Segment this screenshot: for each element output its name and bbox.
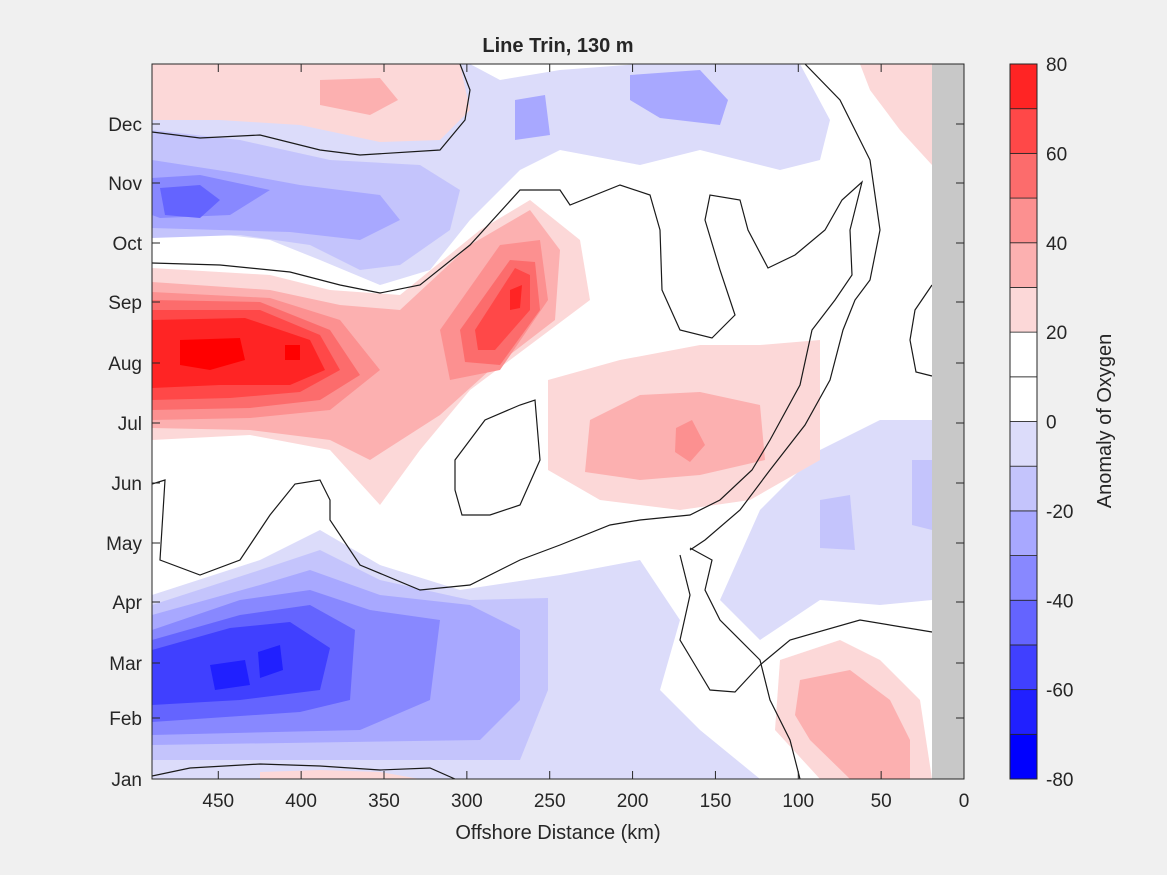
colorbar-segment — [1009, 465, 1038, 512]
contour-fill-pos-60 — [152, 285, 522, 388]
colorbar-tick-label: 0 — [1046, 413, 1057, 434]
y-tick-label: Apr — [112, 593, 142, 614]
contour-fill-pos-se2 — [795, 670, 910, 779]
x-tick-label: 150 — [700, 791, 732, 812]
x-tick-label: 50 — [871, 791, 892, 812]
zero-contour-lines — [152, 64, 933, 779]
y-tick-label: Jan — [111, 770, 142, 791]
x-tick-label: 0 — [959, 791, 970, 812]
colorbar-segment — [1009, 152, 1038, 199]
colorbar-segment — [1009, 421, 1038, 467]
contour-fill-pos-ne — [860, 64, 932, 165]
x-axis-label: Offshore Distance (km) — [455, 822, 660, 844]
x-axis: 450 400 350 300 250 200 150 100 50 0 — [202, 64, 969, 812]
colorbar-tick-label: 60 — [1046, 144, 1067, 165]
x-tick-label: 300 — [451, 791, 483, 812]
colorbar-segment — [1009, 376, 1038, 422]
y-tick-label: Sep — [108, 293, 142, 314]
y-tick-label: Mar — [109, 654, 142, 675]
x-tick-label: 200 — [617, 791, 649, 812]
anomaly-field — [152, 64, 933, 779]
y-tick-label: Dec — [108, 115, 142, 136]
x-tick-label: 250 — [534, 791, 566, 812]
x-tick-label: 400 — [285, 791, 317, 812]
colorbar-tick-label: -40 — [1046, 591, 1073, 612]
contour-fill-neg-spring-g — [210, 645, 283, 690]
contour-fill-neg-top2 — [515, 95, 550, 140]
y-tick-label: Feb — [109, 709, 142, 730]
colorbar-segment — [1009, 733, 1038, 780]
y-tick-label: Nov — [108, 174, 142, 195]
colorbar-tick-label: 40 — [1046, 234, 1067, 255]
colorbar-tick-label: -80 — [1046, 770, 1073, 791]
x-tick-label: 100 — [782, 791, 814, 812]
colorbar: 80 60 40 20 0 -20 -40 -60 -80 — [1009, 55, 1073, 791]
colorbar-label: Anomaly of Oxygen — [1094, 334, 1116, 509]
y-tick-label: Oct — [112, 234, 142, 255]
colorbar-segment — [1009, 644, 1038, 691]
contour-fill-pos-70 — [180, 338, 300, 370]
plot-frame — [151, 63, 965, 780]
no-data-region — [932, 64, 964, 779]
contour-fill-pos-jul3 — [675, 420, 705, 462]
y-tick-label: Jul — [118, 414, 142, 435]
contour-fill-pos-dec — [152, 64, 470, 142]
chart-title: Line Trin, 130 m — [482, 35, 633, 57]
colorbar-segment — [1009, 689, 1038, 735]
colorbar-segment — [1009, 242, 1038, 288]
contour-fill-pos-jul2 — [585, 392, 765, 480]
y-axis: Jan Feb Mar Apr May Jun Jul Aug Sep Oct Nov Dec — [106, 115, 964, 791]
colorbar-tick-label: 80 — [1046, 55, 1067, 76]
x-tick-label: 350 — [368, 791, 400, 812]
colorbar-tick-label: -60 — [1046, 681, 1073, 702]
colorbar-segment — [1009, 599, 1038, 646]
x-tick-label: 450 — [202, 791, 234, 812]
y-tick-label: Jun — [111, 474, 142, 495]
colorbar-segment — [1009, 510, 1038, 556]
colorbar-segment — [1009, 555, 1038, 601]
contour-fill-neg-se — [700, 420, 932, 779]
colorbar-segment — [1009, 108, 1038, 154]
colorbar-tick-label: -20 — [1046, 502, 1073, 523]
contour-fill-neg-50 — [160, 185, 220, 218]
contour-fill-neg-se2 — [820, 460, 932, 550]
colorbar-frame — [1009, 63, 1038, 780]
colorbar-segment — [1009, 197, 1038, 244]
contour-fill-neg-top — [630, 70, 728, 125]
y-tick-label: Aug — [108, 354, 142, 375]
colorbar-tick-label: 20 — [1046, 323, 1067, 344]
colorbar-segment — [1009, 63, 1038, 110]
y-tick-label: May — [106, 534, 142, 555]
contour-fill-pos-dec2 — [320, 78, 398, 115]
filled-contours — [152, 64, 932, 779]
colorbar-segment — [1009, 287, 1038, 333]
contour-fill-pos-jan — [260, 770, 420, 779]
colorbar-segment — [1009, 331, 1038, 378]
